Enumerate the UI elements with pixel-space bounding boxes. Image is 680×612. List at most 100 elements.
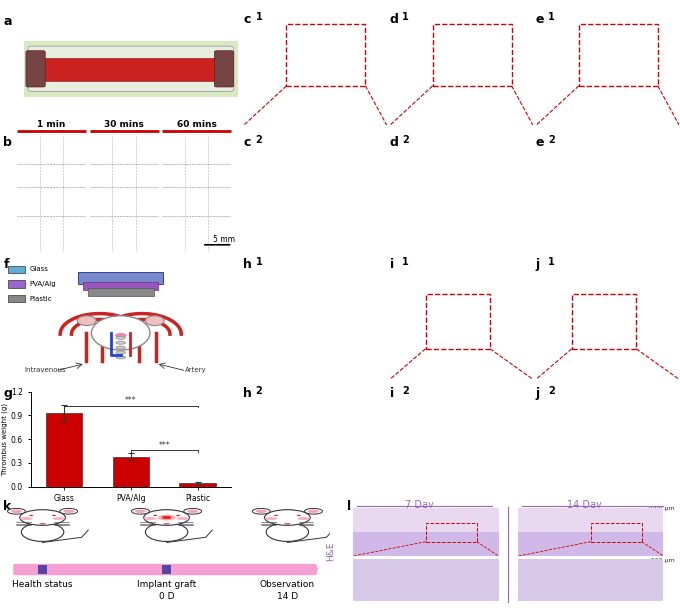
Bar <box>46 413 82 487</box>
Ellipse shape <box>274 515 278 516</box>
Text: 0 D: 0 D <box>159 592 174 602</box>
Ellipse shape <box>116 351 125 354</box>
Ellipse shape <box>135 510 146 513</box>
Ellipse shape <box>176 517 190 520</box>
Ellipse shape <box>20 510 65 525</box>
Text: g: g <box>3 387 12 400</box>
Bar <box>518 508 664 532</box>
Text: 60 mins: 60 mins <box>177 119 216 129</box>
Bar <box>78 272 163 284</box>
Ellipse shape <box>252 509 270 514</box>
Ellipse shape <box>265 510 310 525</box>
Text: 10 μm: 10 μm <box>648 105 668 110</box>
FancyBboxPatch shape <box>13 564 317 575</box>
Text: b: b <box>3 136 12 149</box>
Text: 14 Day: 14 Day <box>567 500 602 510</box>
Ellipse shape <box>284 523 290 524</box>
FancyBboxPatch shape <box>214 51 234 87</box>
Text: k: k <box>3 500 12 513</box>
Ellipse shape <box>20 517 33 520</box>
Ellipse shape <box>39 523 46 524</box>
Ellipse shape <box>265 517 277 520</box>
Ellipse shape <box>29 515 33 516</box>
Text: l: l <box>347 500 351 513</box>
Text: 10 μm: 10 μm <box>653 359 673 364</box>
Ellipse shape <box>176 515 180 516</box>
Text: Glass: Glass <box>29 266 48 272</box>
FancyBboxPatch shape <box>26 51 45 87</box>
Ellipse shape <box>115 333 126 338</box>
Text: Observation: Observation <box>260 580 315 589</box>
Text: 5 mm: 5 mm <box>213 234 235 244</box>
Text: 10 um: 10 um <box>655 105 675 110</box>
Bar <box>572 294 636 349</box>
Text: a: a <box>3 15 12 28</box>
Bar <box>426 523 477 542</box>
Ellipse shape <box>146 316 164 326</box>
Text: h: h <box>243 387 252 400</box>
Ellipse shape <box>116 356 125 359</box>
Text: h: h <box>243 258 252 271</box>
Text: 1: 1 <box>402 12 409 22</box>
Text: Intravenous: Intravenous <box>24 367 67 373</box>
Ellipse shape <box>162 516 171 519</box>
Text: 1 min: 1 min <box>37 119 66 129</box>
Ellipse shape <box>153 515 157 516</box>
Ellipse shape <box>78 316 96 326</box>
Ellipse shape <box>63 510 74 513</box>
Text: e: e <box>536 13 544 26</box>
Ellipse shape <box>187 510 198 513</box>
Text: 1: 1 <box>548 257 555 267</box>
Bar <box>426 294 490 349</box>
Text: 100 μm: 100 μm <box>651 558 675 563</box>
Bar <box>8 266 24 273</box>
Text: 1: 1 <box>256 12 262 22</box>
Ellipse shape <box>143 510 190 525</box>
Text: e: e <box>536 136 544 149</box>
Ellipse shape <box>60 509 78 514</box>
Bar <box>354 508 498 532</box>
Text: d: d <box>390 13 398 26</box>
Ellipse shape <box>163 523 170 524</box>
Text: j: j <box>536 387 540 400</box>
Text: 2: 2 <box>548 386 555 395</box>
Ellipse shape <box>308 510 319 513</box>
Text: ***: *** <box>125 397 137 405</box>
Bar <box>579 23 658 86</box>
Text: Implant graft: Implant graft <box>137 580 197 589</box>
Bar <box>591 523 642 542</box>
Ellipse shape <box>91 316 150 350</box>
Text: 30 mins: 30 mins <box>104 119 144 129</box>
Ellipse shape <box>297 515 301 516</box>
Ellipse shape <box>146 523 188 542</box>
Ellipse shape <box>256 510 267 513</box>
Text: H&E: H&E <box>326 541 335 561</box>
Text: shutterstock: shutterstock <box>585 583 615 588</box>
Text: 1000 μm: 1000 μm <box>647 506 675 511</box>
Ellipse shape <box>116 346 125 349</box>
Bar <box>83 282 158 290</box>
Ellipse shape <box>116 336 125 339</box>
Bar <box>286 23 365 86</box>
Ellipse shape <box>131 509 150 514</box>
Ellipse shape <box>21 523 64 542</box>
Text: c: c <box>243 136 251 149</box>
Text: d: d <box>390 136 398 149</box>
FancyBboxPatch shape <box>39 59 223 81</box>
Ellipse shape <box>7 509 25 514</box>
Text: 1: 1 <box>548 12 555 22</box>
Ellipse shape <box>158 515 175 520</box>
Text: Plastic: Plastic <box>29 296 52 302</box>
Text: 2: 2 <box>256 386 262 395</box>
Text: 14 D: 14 D <box>277 592 298 602</box>
Ellipse shape <box>143 517 157 520</box>
Bar <box>8 295 24 302</box>
Bar <box>24 40 238 97</box>
Text: f: f <box>3 258 9 271</box>
Text: 10 μm: 10 μm <box>662 231 680 236</box>
Ellipse shape <box>11 510 22 513</box>
Text: 7 Day: 7 Day <box>405 500 434 510</box>
Bar <box>8 280 24 288</box>
Ellipse shape <box>52 517 65 520</box>
Ellipse shape <box>297 517 310 520</box>
